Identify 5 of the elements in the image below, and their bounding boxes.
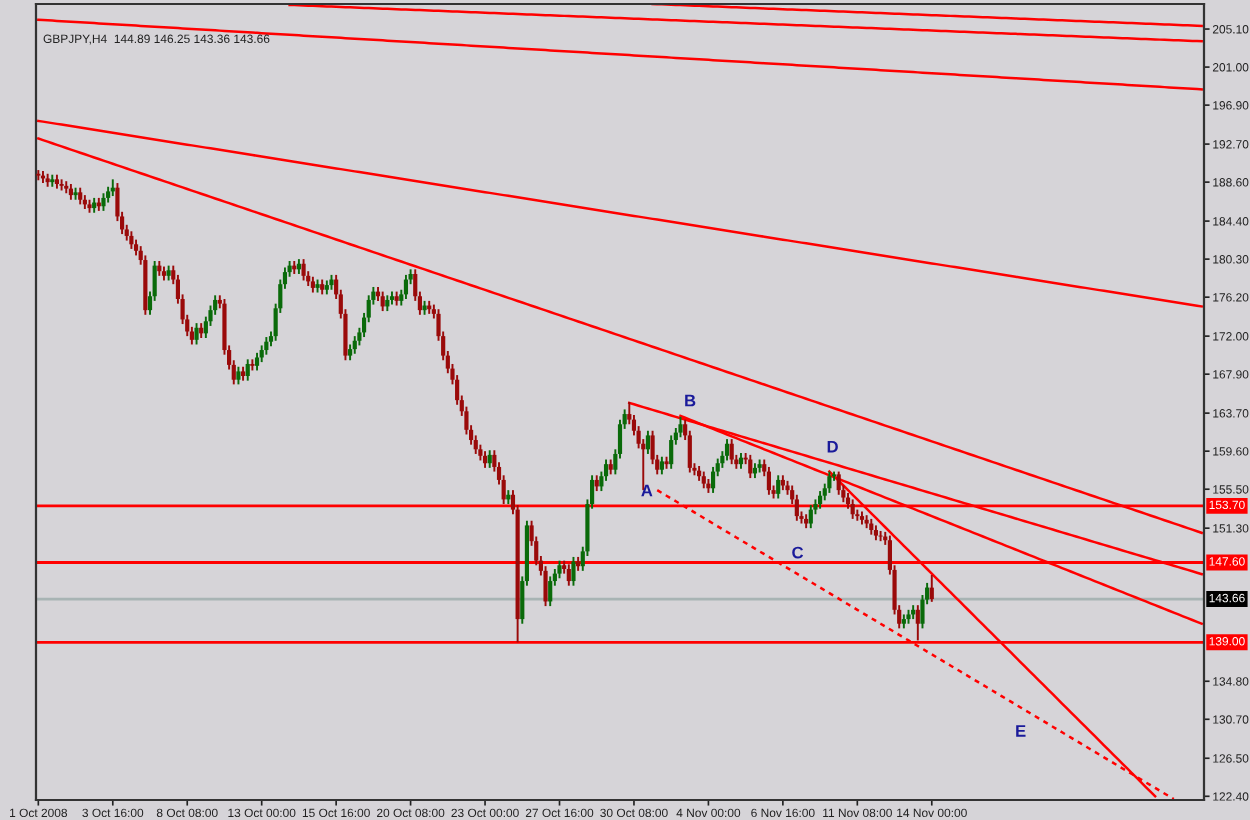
annotation: A [641,484,653,497]
annotation: E [1016,725,1026,737]
annotation: C [792,546,804,559]
annotation: D [827,441,838,453]
annotation: B [685,394,696,407]
